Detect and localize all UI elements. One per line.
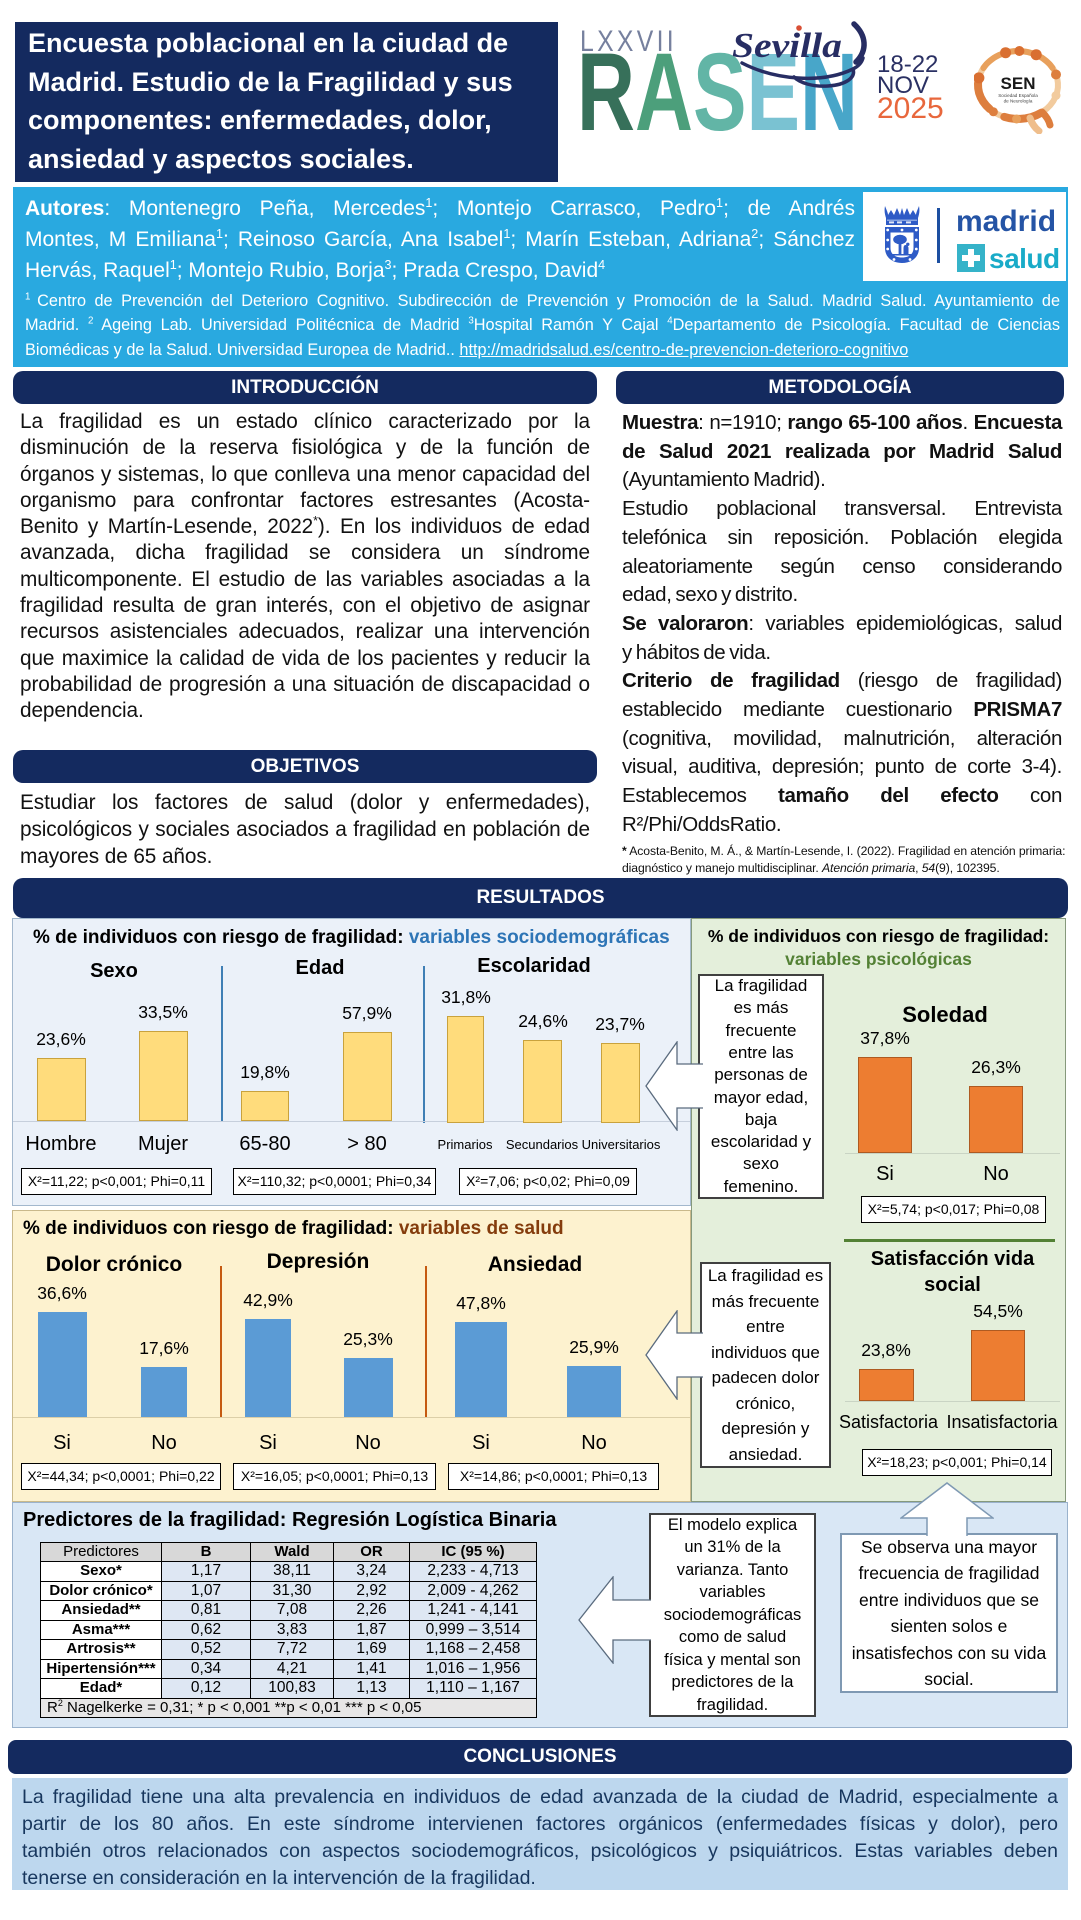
svg-text:Sevilla: Sevilla (732, 26, 842, 65)
svg-text:LXXVII: LXXVII (580, 25, 677, 58)
svg-text:Sociedad Española: Sociedad Española (998, 93, 1038, 98)
svg-text:SEN: SEN (1001, 74, 1036, 93)
svg-text:de Neurología: de Neurología (1004, 99, 1033, 104)
